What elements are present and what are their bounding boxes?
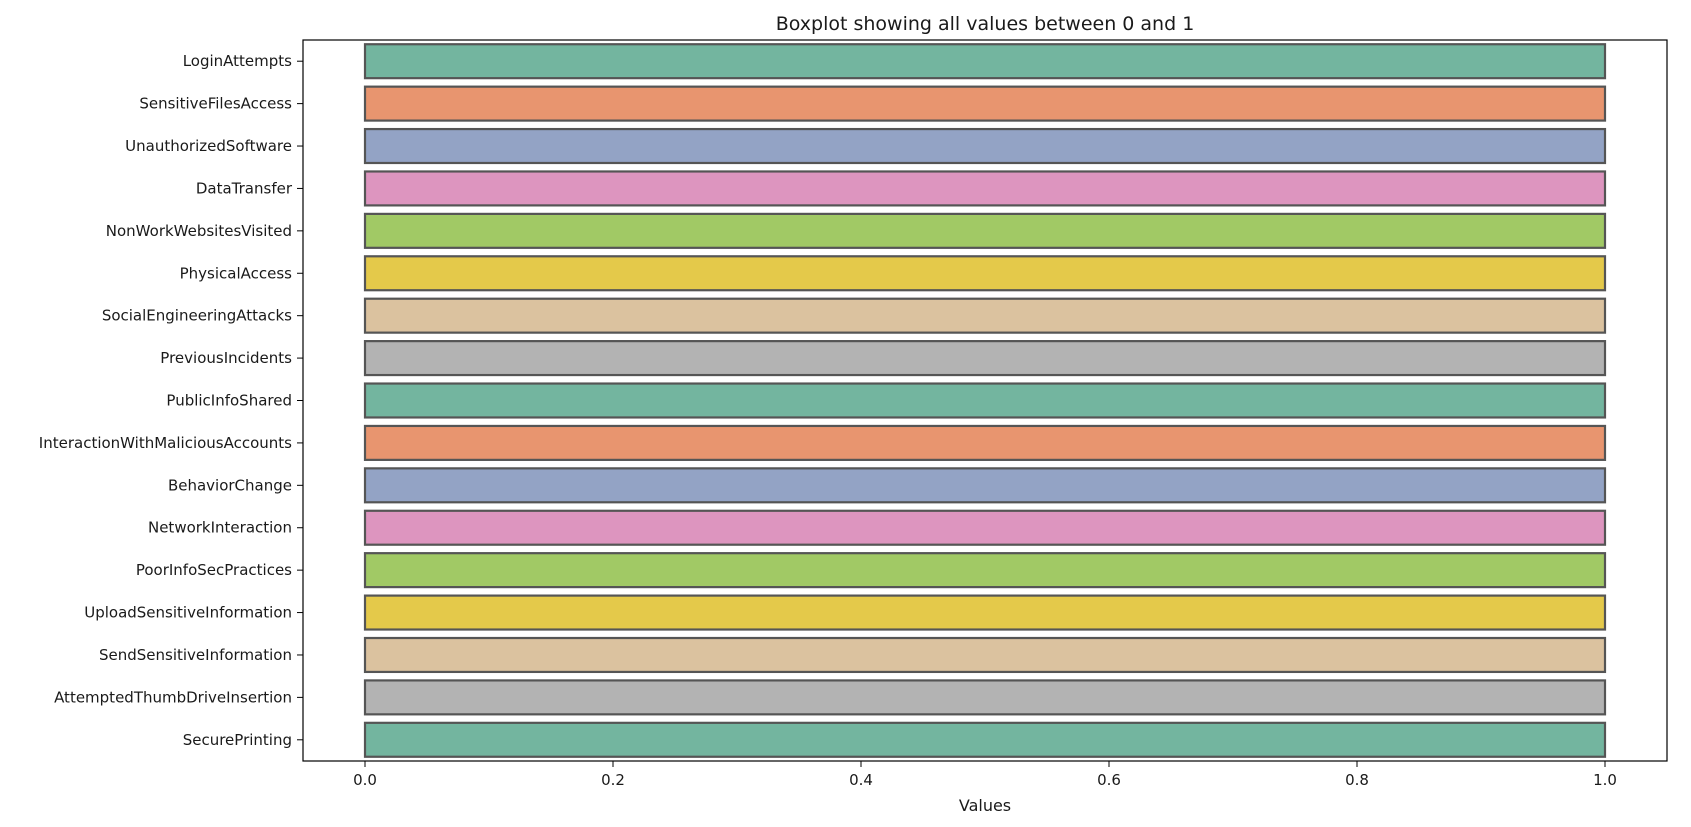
box-SensitiveFilesAccess (363, 85, 1607, 122)
y-tick-label: PoorInfoSecPractices (136, 561, 292, 579)
y-tick-label: SendSensitiveInformation (99, 646, 292, 664)
box-InteractionWithMaliciousAccounts (363, 424, 1607, 461)
box-BehaviorChange (363, 467, 1607, 504)
x-tick-label: 0.4 (849, 771, 873, 789)
box-SecurePrinting (363, 721, 1607, 758)
y-tick-labels: LoginAttempts SensitiveFilesAccess Unautho… (39, 52, 303, 749)
box-LoginAttempts (363, 43, 1607, 80)
box-AttemptedThumbDriveInsertion (363, 679, 1607, 716)
x-tick-label: 0.2 (601, 771, 625, 789)
y-tick-label: UnauthorizedSoftware (125, 137, 292, 155)
y-tick-label: NonWorkWebsitesVisited (106, 222, 292, 240)
plot-frame (302, 39, 1668, 762)
chart-title: Boxplot showing all values between 0 and… (776, 13, 1195, 35)
y-tick-label: AttemptedThumbDriveInsertion (54, 688, 292, 706)
box-SendSensitiveInformation (363, 636, 1607, 674)
y-tick-label: SecurePrinting (183, 731, 292, 749)
box-UploadSensitiveInformation (363, 594, 1607, 631)
boxes-layer (363, 43, 1607, 758)
box-PoorInfoSecPractices (363, 552, 1607, 589)
x-axis-label: Values (959, 796, 1011, 815)
x-axis: 0.0 0.2 0.4 0.6 0.8 1.0 (353, 761, 1617, 789)
y-tick-label: DataTransfer (196, 179, 293, 197)
box-DataTransfer (363, 170, 1607, 207)
box-PublicInfoShared (363, 382, 1607, 419)
box-SocialEngineeringAttacks (363, 297, 1607, 334)
x-tick-label: 0.6 (1097, 771, 1121, 789)
y-tick-label: NetworkInteraction (148, 519, 292, 537)
y-tick-label: SocialEngineeringAttacks (102, 307, 292, 325)
x-tick-label: 0.0 (353, 771, 377, 789)
x-tick-label: 1.0 (1593, 771, 1617, 789)
y-tick-label: PreviousIncidents (160, 349, 292, 367)
x-tick-label: 0.8 (1345, 771, 1369, 789)
box-PreviousIncidents (363, 340, 1607, 377)
y-tick-label: BehaviorChange (168, 476, 292, 494)
y-tick-label: PublicInfoShared (166, 392, 292, 410)
box-PhysicalAccess (363, 255, 1607, 292)
y-tick-label: UploadSensitiveInformation (84, 604, 292, 622)
y-tick-label: PhysicalAccess (180, 264, 293, 282)
box-NetworkInteraction (363, 509, 1607, 546)
y-tick-label: LoginAttempts (183, 52, 292, 70)
y-tick-label: SensitiveFilesAccess (139, 95, 292, 113)
y-tick-label: InteractionWithMaliciousAccounts (39, 434, 292, 452)
box-UnauthorizedSoftware (363, 127, 1607, 165)
box-NonWorkWebsitesVisited (363, 212, 1607, 249)
